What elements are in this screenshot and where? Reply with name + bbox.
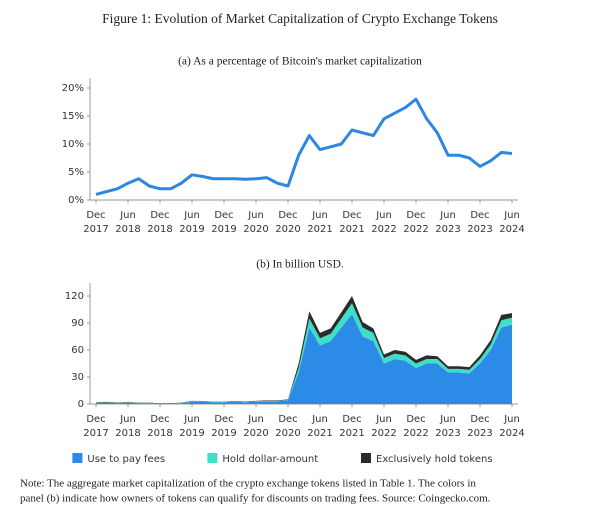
x-tick-label: Dec 2019 bbox=[211, 414, 236, 439]
legend-swatch bbox=[361, 453, 371, 463]
figure-title: Figure 1: Evolution of Market Capitaliza… bbox=[102, 11, 498, 26]
y-tick-label: 90 bbox=[71, 318, 84, 329]
x-tick-label: Dec 2023 bbox=[467, 414, 492, 439]
x-tick-label: Dec 2017 bbox=[83, 414, 108, 439]
x-tick-label: Jun 2019 bbox=[179, 210, 204, 235]
x-tick-label: Jun 2020 bbox=[243, 414, 268, 439]
y-tick-label: 0% bbox=[68, 195, 84, 206]
x-tick-label: Dec 2018 bbox=[147, 210, 172, 235]
x-tick-label: Dec 2023 bbox=[467, 210, 492, 235]
y-tick-label: 30 bbox=[71, 372, 84, 383]
x-tick-label: Jun 2021 bbox=[307, 414, 332, 439]
x-tick-label: Jun 2022 bbox=[371, 210, 396, 235]
y-tick-label: 0 bbox=[78, 399, 84, 410]
x-tick-label: Dec 2022 bbox=[403, 414, 428, 439]
legend-label: Use to pay fees bbox=[87, 454, 165, 465]
x-tick-label: Jun 2022 bbox=[371, 414, 396, 439]
y-tick-label: 10% bbox=[62, 139, 84, 150]
x-tick-label: Dec 2020 bbox=[275, 210, 300, 235]
y-tick-label: 60 bbox=[71, 345, 84, 356]
y-tick-label: 120 bbox=[65, 291, 84, 302]
x-tick-label: Jun 2019 bbox=[179, 414, 204, 439]
x-tick-label: Jun 2023 bbox=[435, 414, 460, 439]
chart-subtitle: (b) In billion USD. bbox=[256, 259, 344, 271]
chart-subtitle: (a) As a percentage of Bitcoin's market … bbox=[178, 56, 422, 68]
legend-label: Exclusively hold tokens bbox=[376, 454, 493, 465]
x-tick-label: Dec 2021 bbox=[339, 414, 364, 439]
x-tick-label: Jun 2018 bbox=[115, 210, 140, 235]
y-tick-label: 5% bbox=[68, 167, 84, 178]
data-line bbox=[95, 97, 513, 196]
x-tick-label: Jun 2023 bbox=[435, 210, 460, 235]
y-tick-label: 20% bbox=[62, 83, 84, 94]
x-tick-label: Jun 2018 bbox=[115, 414, 140, 439]
x-tick-label: Dec 2017 bbox=[83, 210, 108, 235]
x-tick-label: Jun 2020 bbox=[243, 210, 268, 235]
area bbox=[96, 314, 512, 404]
x-tick-label: Jun 2021 bbox=[307, 210, 332, 235]
x-tick-label: Dec 2022 bbox=[403, 210, 428, 235]
note-line: panel (b) indicate how owners of tokens … bbox=[20, 493, 491, 505]
legend-label: Hold dollar-amount bbox=[222, 454, 318, 465]
x-tick-label: Dec 2020 bbox=[275, 414, 300, 439]
x-tick-label: Jun 2024 bbox=[499, 414, 524, 439]
note-line: Note: The aggregate market capitalizatio… bbox=[20, 478, 476, 490]
x-tick-label: Jun 2024 bbox=[499, 210, 524, 235]
legend-swatch bbox=[72, 453, 83, 463]
x-tick-label: Dec 2021 bbox=[339, 210, 364, 235]
x-tick-label: Dec 2018 bbox=[147, 414, 172, 439]
legend-swatch bbox=[207, 453, 218, 463]
y-tick-label: 15% bbox=[62, 111, 84, 122]
x-tick-label: Dec 2019 bbox=[211, 210, 236, 235]
